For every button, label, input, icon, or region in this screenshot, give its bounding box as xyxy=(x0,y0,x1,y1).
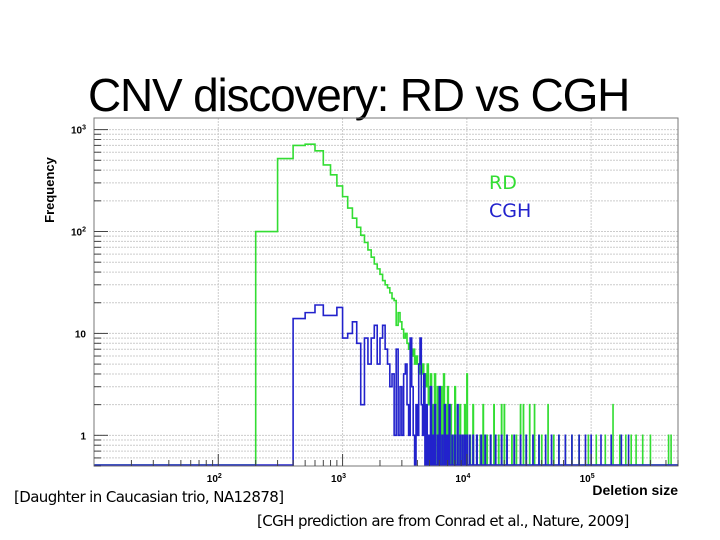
legend-cgh: CGH xyxy=(489,200,532,222)
axes: 102 103 104 105 1 10 102 103 xyxy=(71,125,679,485)
x-tick-label: 103 xyxy=(331,473,346,485)
y-tick-label: 102 xyxy=(71,227,86,239)
y-tick-label: 103 xyxy=(71,125,86,137)
series-cgh-histogram xyxy=(94,304,678,466)
slide-title: CNV discovery: RD vs CGH xyxy=(88,69,630,121)
y-axis-label: Frequency xyxy=(42,156,57,223)
x-tick-label: 104 xyxy=(455,473,470,485)
footnote-citation: [CGH prediction are from Conrad et al., … xyxy=(257,512,629,530)
plot-frame xyxy=(93,117,679,467)
grid xyxy=(94,118,678,467)
x-tick-label: 105 xyxy=(580,473,595,485)
x-axis-label: Deletion size xyxy=(592,482,678,498)
y-tick-label: 10 xyxy=(75,329,87,340)
series-group xyxy=(94,143,678,466)
series-rd-histogram xyxy=(94,143,678,466)
y-tick-label: 1 xyxy=(80,431,86,442)
x-tick-label: 102 xyxy=(207,473,222,485)
footnote-sample: [Daughter in Caucasian trio, NA12878] xyxy=(14,488,284,506)
legend-rd: RD xyxy=(489,172,517,194)
